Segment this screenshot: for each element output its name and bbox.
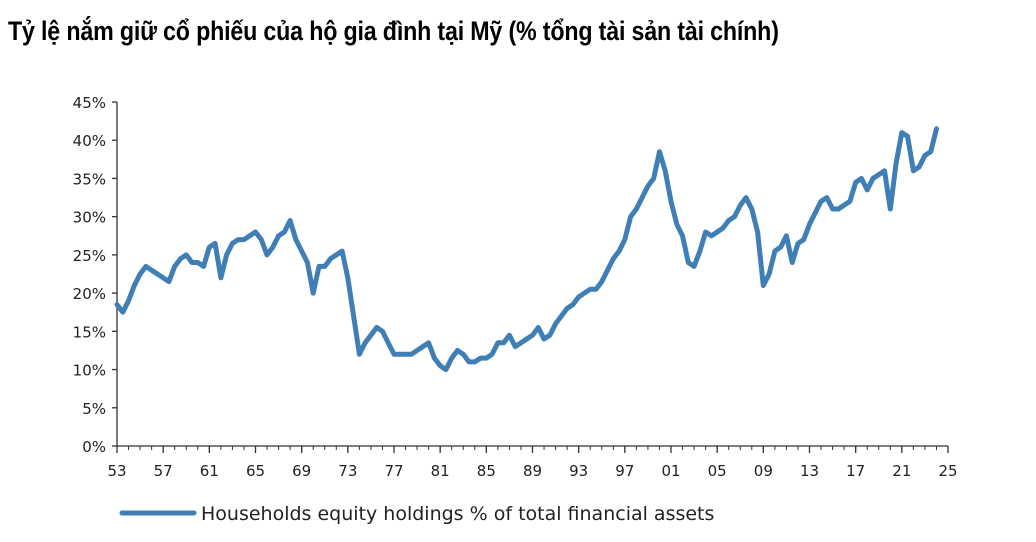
x-tick-label: 53 xyxy=(107,462,126,480)
x-tick-label: 57 xyxy=(154,462,173,480)
x-tick-label: 09 xyxy=(754,462,773,480)
legend: Households equity holdings % of total fi… xyxy=(119,503,714,525)
x-tick-label: 93 xyxy=(569,462,588,480)
x-tick-label: 01 xyxy=(661,462,680,480)
x-tick-label: 61 xyxy=(200,462,219,480)
chart-title: Tỷ lệ nắm giữ cổ phiếu của hộ gia đình t… xyxy=(8,16,779,46)
y-tick-label: 15% xyxy=(73,323,106,341)
y-tick-label: 0% xyxy=(82,438,106,456)
x-axis: 53 57 61 65 69 73 77 81 85 89 93 97 01 05 09 13 17 21 25 xyxy=(107,445,958,480)
x-tick-label: 25 xyxy=(938,462,957,480)
x-tick-label: 81 xyxy=(431,462,450,480)
y-tick-label: 10% xyxy=(73,362,106,380)
y-tick-label: 25% xyxy=(73,247,106,265)
legend-label: Households equity holdings % of total fi… xyxy=(201,503,714,525)
y-tick-label: 40% xyxy=(73,132,106,150)
y-tick-label: 45% xyxy=(73,94,106,112)
x-tick-label: 85 xyxy=(477,462,496,480)
y-tick-label: 20% xyxy=(73,285,106,303)
x-tick-label: 13 xyxy=(800,462,819,480)
x-tick-label: 89 xyxy=(523,462,542,480)
y-axis: 0% 5% 10% 15% 20% 25% 30% 35% 40% 45% xyxy=(73,94,118,456)
x-tick-label: 97 xyxy=(615,462,634,480)
y-tick-label: 35% xyxy=(73,170,106,188)
x-tick-label: 65 xyxy=(246,462,265,480)
y-tick-label: 30% xyxy=(73,209,106,227)
series-line xyxy=(114,126,939,373)
x-tick-label: 73 xyxy=(338,462,357,480)
x-tick-label: 05 xyxy=(708,462,727,480)
x-tick-label: 17 xyxy=(846,462,865,480)
series-group xyxy=(114,126,939,373)
y-tick-label: 5% xyxy=(82,400,106,418)
x-tick-label: 21 xyxy=(892,462,911,480)
x-tick-label: 77 xyxy=(384,462,403,480)
x-tick-label: 69 xyxy=(292,462,311,480)
